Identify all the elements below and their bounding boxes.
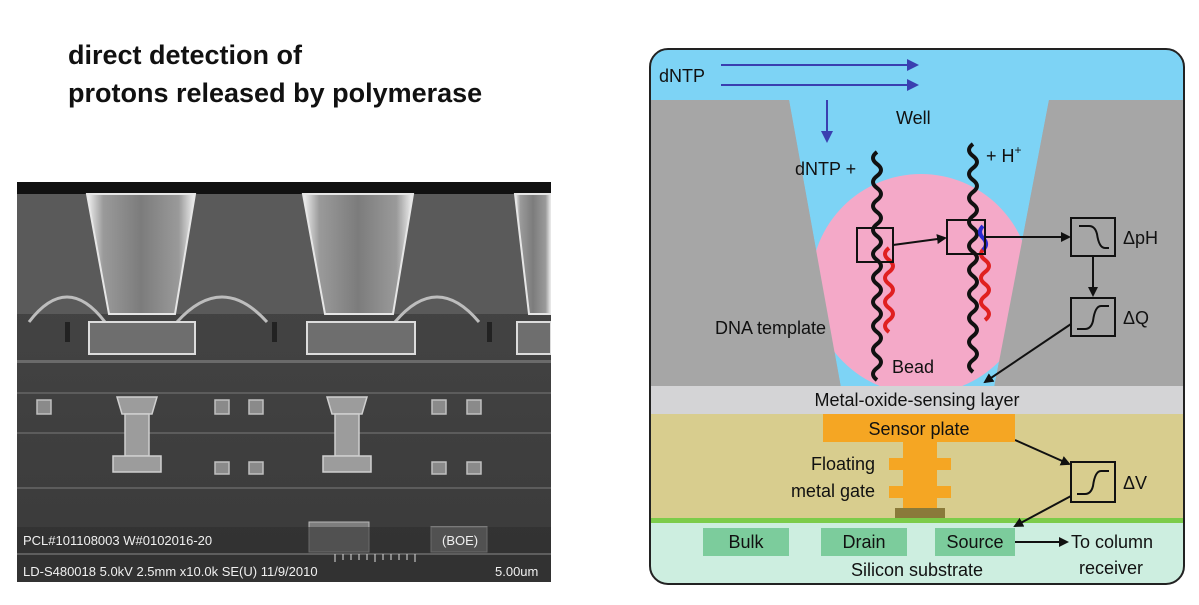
label-delta-ph: ΔpH [1123, 228, 1158, 248]
label-floating-line1: Floating [811, 454, 875, 474]
title-line-1: direct detection of [68, 40, 303, 70]
label-dntp-plus: dNTP + [795, 159, 856, 179]
label-drain: Drain [842, 532, 885, 552]
label-floating-line2: metal gate [791, 481, 875, 501]
label-delta-q: ΔQ [1123, 308, 1149, 328]
label-to-column-line2: receiver [1079, 558, 1143, 578]
sem-via-1 [112, 396, 162, 473]
sem-via-2 [322, 396, 372, 473]
q-step-curve [1077, 305, 1109, 330]
dna-primer-right [979, 246, 991, 322]
dna-strand-right [967, 142, 979, 374]
source-region [935, 528, 1015, 556]
v-step-curve [1077, 470, 1109, 495]
sem-scale-ticks [334, 554, 416, 562]
sem-well-2 [301, 193, 415, 315]
arrow-v-to-source [1013, 495, 1072, 527]
label-h-plus-main: + H [986, 146, 1015, 166]
sem-well-1 [85, 193, 197, 315]
sem-micrograph: PCL#101108003 W#0102016-20 (BOE) LD-S480… [17, 182, 551, 582]
dna-strand-left [871, 150, 883, 382]
sem-well-3 [513, 193, 551, 315]
figure-title: direct detection of protons released by … [68, 36, 482, 112]
metal-oxide-sensing-layer [650, 386, 1184, 414]
sem-caption-line2-left: LD-S480018 5.0kV 2.5mm x10.0k SE(U) 11/9… [23, 564, 318, 579]
label-well: Well [896, 108, 931, 128]
label-silicon-substrate: Silicon substrate [851, 560, 983, 580]
label-dntp-flow: dNTP [659, 66, 705, 86]
sem-caption-line1-right: (BOE) [442, 533, 478, 548]
q-box [1070, 297, 1116, 337]
label-source: Source [946, 532, 1003, 552]
sensor-plate [823, 414, 1015, 442]
arrow-plate-to-v [1014, 439, 1071, 466]
label-dna-template: DNA template [715, 318, 826, 338]
label-h-plus: + H+ [986, 143, 1022, 166]
gate-oxide [895, 508, 945, 518]
title-line-2: protons released by polymerase [68, 78, 483, 108]
v-box [1070, 461, 1116, 503]
diagram-frame [649, 48, 1185, 585]
sem-caption-line1-left: PCL#101108003 W#0102016-20 [23, 533, 212, 548]
sem-top-band [17, 182, 551, 194]
label-sensor-plate: Sensor plate [868, 419, 969, 439]
ion-sensor-diagram: dNTP Well dNTP + + H+ ΔpH ΔQ DNA templat… [649, 48, 1185, 585]
green-line [650, 518, 1184, 523]
sem-chamber-2 [306, 321, 416, 355]
gate-bar-2 [889, 486, 951, 498]
gate-bar-1 [889, 458, 951, 470]
sem-caption-line2-right: 5.00um [495, 564, 538, 579]
ph-step-curve [1079, 225, 1109, 249]
label-bead: Bead [892, 357, 934, 377]
gate-stem [903, 442, 937, 508]
label-to-column-line1: To column [1071, 532, 1153, 552]
label-h-plus-sup: + [1015, 143, 1022, 157]
drain-region [821, 528, 907, 556]
label-bulk: Bulk [728, 532, 764, 552]
label-metal-oxide-layer: Metal-oxide-sensing layer [814, 390, 1019, 410]
arrow-q-to-layer [983, 323, 1072, 384]
bulk-region [703, 528, 789, 556]
arrow-box-to-box [892, 234, 947, 246]
sem-chamber-1 [88, 321, 196, 355]
label-delta-v: ΔV [1123, 473, 1147, 493]
